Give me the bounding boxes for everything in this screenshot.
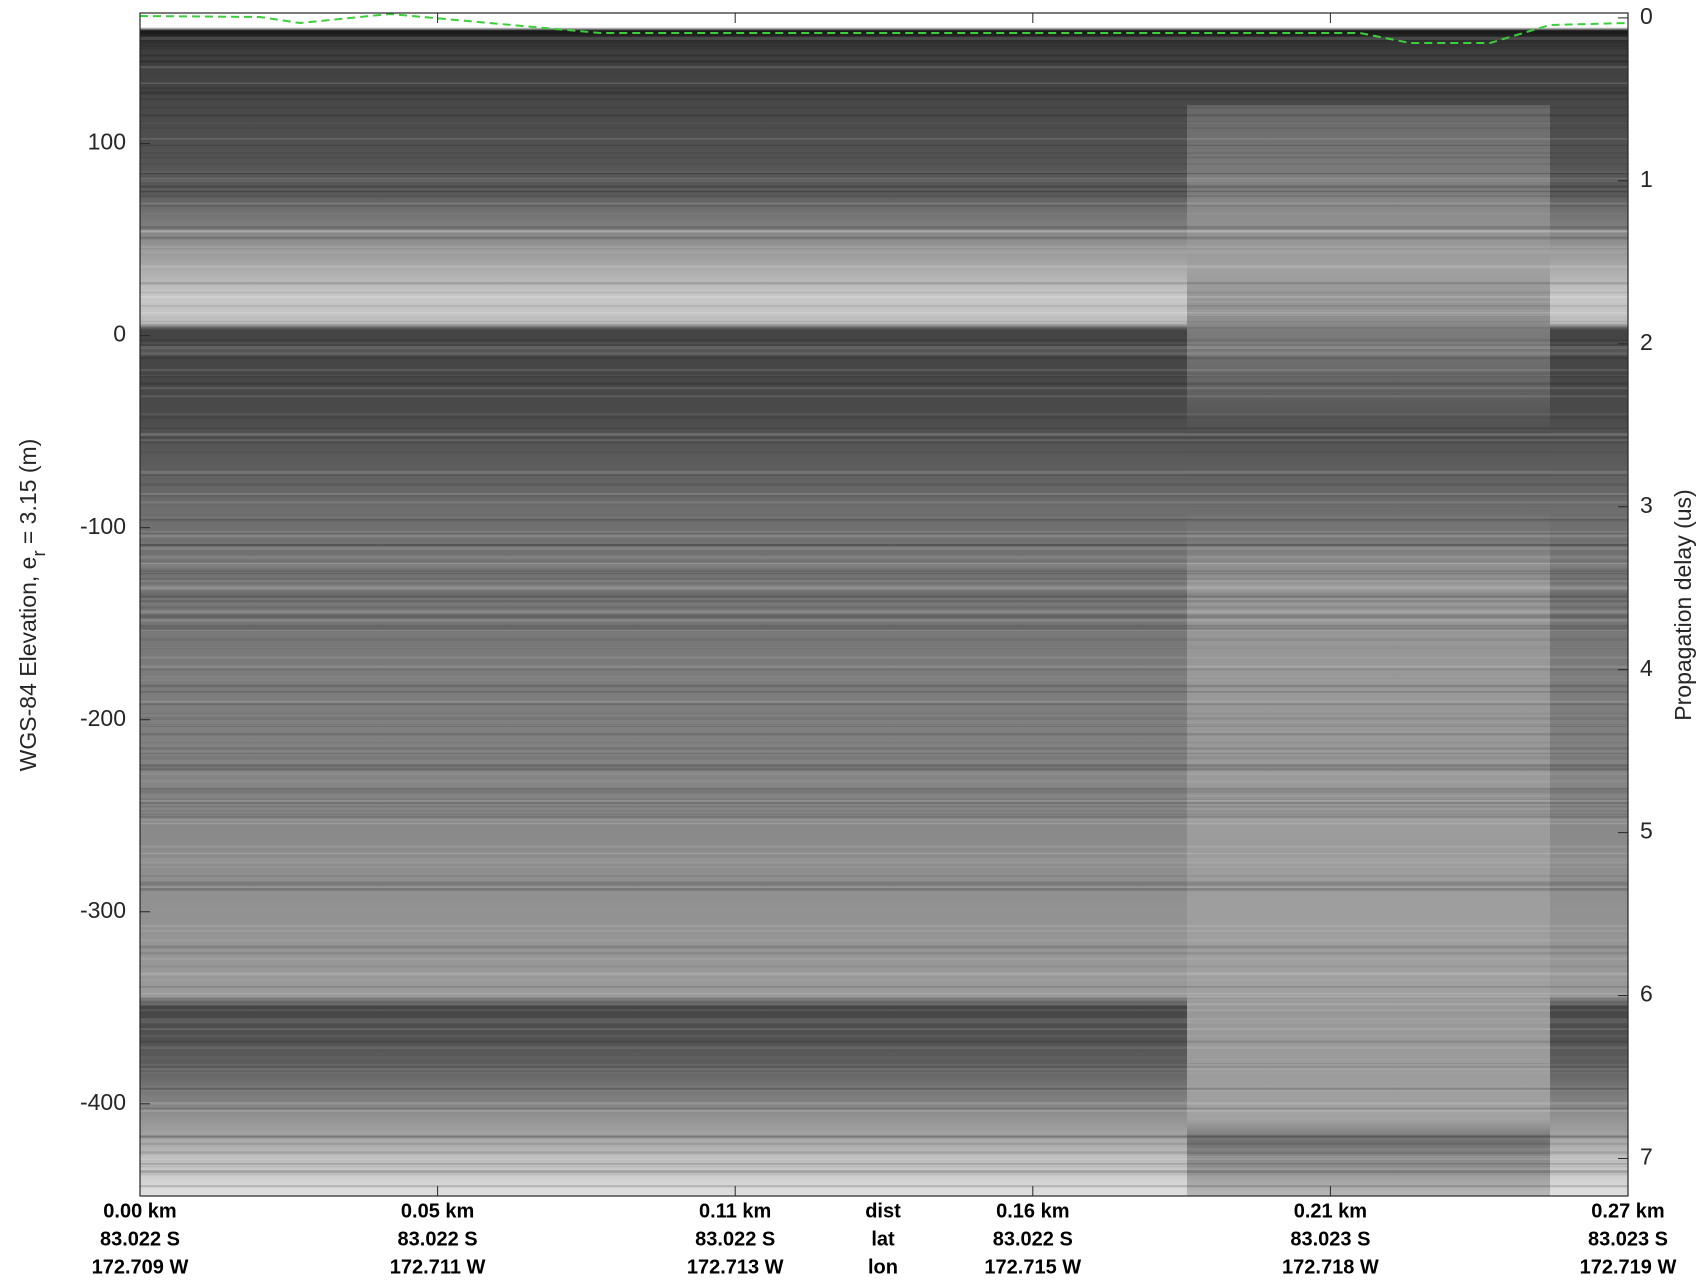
y2-tick-label: 1 [1640, 166, 1653, 192]
x-tick-label: 0.27 km [1591, 1200, 1664, 1222]
x-tick-lat: 83.023 S [1588, 1228, 1668, 1250]
x-tick-lat: 83.022 S [695, 1228, 775, 1250]
x-tick-lon: 172.709 W [92, 1256, 189, 1278]
y2-axis-label: Propagation delay (us) [1670, 489, 1696, 720]
y-axis-label: WGS-84 Elevation, er = 3.15 (m) [15, 439, 49, 772]
y2-tick-label: 5 [1640, 818, 1653, 844]
y2-tick-label: 0 [1640, 3, 1653, 29]
x-row-name: lat [871, 1228, 895, 1250]
echogram [139, 12, 1629, 1197]
y-tick-label: -100 [80, 513, 126, 539]
x-tick-label: 0.16 km [996, 1200, 1069, 1222]
x-tick-label: 0.05 km [401, 1200, 474, 1222]
echogram-region [1187, 105, 1550, 1197]
x-row-name: lon [868, 1256, 898, 1278]
x-tick-lon: 172.713 W [687, 1256, 784, 1278]
plot-frame [139, 12, 1629, 1197]
x-tick-label: 0.11 km [699, 1200, 771, 1222]
x-tick-label: 0.21 km [1294, 1200, 1367, 1222]
y-label-text: = 3.15 (m) [15, 439, 41, 551]
y2-tick-label: 2 [1640, 329, 1653, 355]
y-tick-label: 0 [113, 321, 126, 347]
y2-tick-label: 4 [1640, 655, 1653, 681]
y-tick-label: -200 [80, 705, 126, 731]
x-tick-label: 0.00 km [103, 1200, 176, 1222]
x-tick-lat: 83.023 S [1290, 1228, 1370, 1250]
x-row-name: dist [865, 1200, 901, 1222]
y2-tick-label: 6 [1640, 981, 1653, 1007]
x-tick-lat: 83.022 S [100, 1228, 180, 1250]
y-tick-label: 100 [88, 129, 126, 155]
x-tick-lat: 83.022 S [993, 1228, 1073, 1250]
y2-tick-label: 7 [1640, 1144, 1653, 1170]
y2-tick-label: 3 [1640, 492, 1653, 518]
x-tick-lon: 172.715 W [984, 1256, 1081, 1278]
x-tick-lon: 172.711 W [390, 1256, 486, 1278]
y-tick-label: -300 [80, 897, 126, 923]
y-label-text: WGS-84 Elevation, e [15, 557, 41, 772]
x-tick-lat: 83.022 S [398, 1228, 478, 1250]
surface-line [139, 12, 1629, 44]
x-tick-lon: 172.719 W [1580, 1256, 1677, 1278]
y-label-subscript: r [29, 551, 49, 557]
y-tick-label: -400 [80, 1089, 126, 1115]
x-tick-lon: 172.718 W [1282, 1256, 1379, 1278]
